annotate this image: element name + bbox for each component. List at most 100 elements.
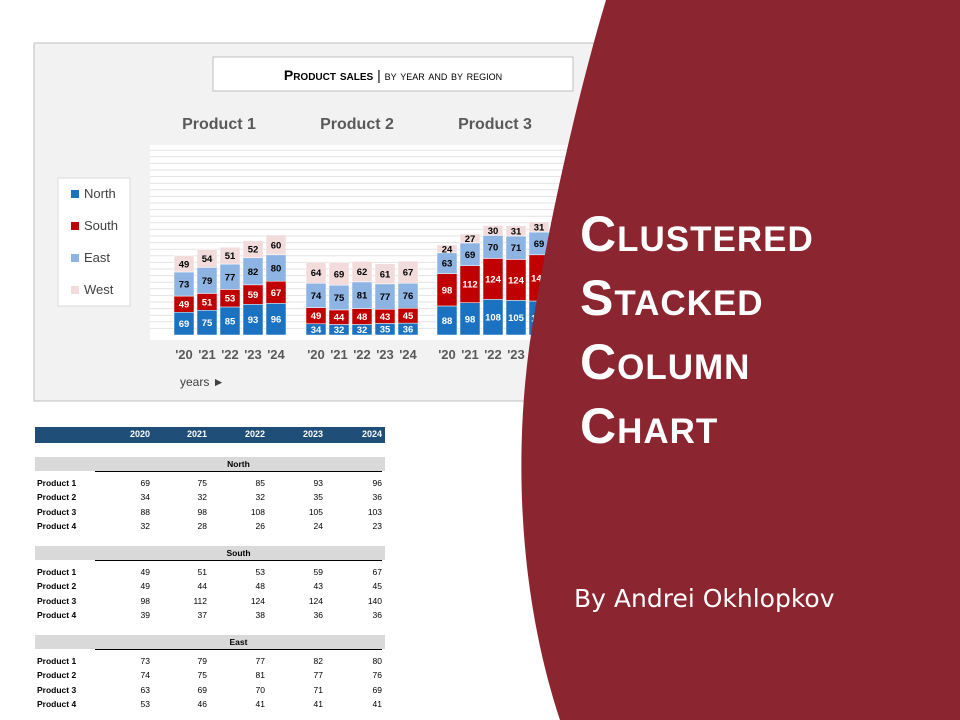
cell-value: 103 <box>367 506 382 517</box>
data-label: 98 <box>465 314 476 325</box>
table-row: Product 1 73 79 77 82 80 <box>35 655 385 669</box>
data-label: 76 <box>403 291 414 302</box>
x-axis-label: years ► <box>180 375 225 389</box>
cell-value: 88 <box>140 506 150 517</box>
cell-value: 93 <box>313 478 323 488</box>
group-label: Product 2 <box>320 116 394 133</box>
legend-item: North <box>84 186 116 201</box>
table-row: Product 3 88 98 108 105 103 <box>35 506 385 520</box>
cell-value: 105 <box>308 506 323 517</box>
chart-title-main: Product sales <box>284 67 374 83</box>
row-label: Product 2 <box>37 581 77 592</box>
x-tick-label: '22 <box>221 347 239 362</box>
table-row: Product 1 69 75 85 93 96 <box>35 477 385 491</box>
bar-segment <box>173 255 195 273</box>
x-tick-label: '23 <box>376 347 394 362</box>
cell-value: 73 <box>140 656 150 666</box>
data-label: 43 <box>380 312 391 323</box>
data-label: 60 <box>271 240 282 251</box>
row-label: Product 3 <box>37 506 77 517</box>
data-label: 48 <box>357 312 368 323</box>
data-label: 63 <box>442 259 453 270</box>
title-panel <box>521 0 960 720</box>
data-label: 62 <box>357 267 368 278</box>
cell-value: 43 <box>313 581 323 592</box>
bar-segment <box>219 246 241 265</box>
cell-value: 36 <box>372 610 382 621</box>
cell-value: 45 <box>372 581 382 592</box>
data-label: 80 <box>271 264 282 275</box>
x-tick-label: '20 <box>438 347 456 362</box>
data-label: 124 <box>485 274 502 285</box>
legend-item: South <box>84 218 118 233</box>
table-row: Product 1 49 51 53 59 67 <box>35 566 385 580</box>
cell-value: 28 <box>197 521 207 532</box>
cell-value: 112 <box>193 595 207 606</box>
data-label: 30 <box>488 226 499 237</box>
legend-swatch <box>71 286 79 294</box>
bar-segment <box>265 234 287 256</box>
cell-value: 82 <box>313 656 323 666</box>
section-rule <box>95 471 382 472</box>
data-label: 59 <box>248 290 259 301</box>
cell-value: 44 <box>197 581 207 592</box>
x-tick-label: '24 <box>267 347 285 362</box>
cell-value: 32 <box>140 521 150 532</box>
data-label: 49 <box>179 259 190 270</box>
section-title: South <box>226 548 251 558</box>
bar-segment <box>482 225 504 236</box>
data-label: 27 <box>465 234 476 245</box>
cell-value: 26 <box>255 521 265 532</box>
cell-value: 98 <box>140 595 150 606</box>
legend-swatch <box>71 190 79 198</box>
cell-value: 49 <box>140 581 150 592</box>
x-tick-label: '21 <box>198 347 216 362</box>
data-label: 52 <box>248 245 259 256</box>
data-label: 64 <box>311 268 322 279</box>
data-label: 32 <box>334 325 345 336</box>
bar-segment <box>505 225 527 237</box>
x-tick-label: '22 <box>353 347 371 362</box>
chart-title-separator: | <box>373 67 384 83</box>
x-tick-label: '21 <box>461 347 479 362</box>
bar-segment <box>196 249 218 268</box>
cell-value: 140 <box>367 595 382 606</box>
cell-value: 32 <box>255 492 265 503</box>
cell-value: 59 <box>313 567 323 577</box>
cell-value: 36 <box>313 610 323 621</box>
chart-title: Product sales | by year and by region <box>284 67 502 83</box>
data-label: 45 <box>403 311 414 322</box>
cell-value: 36 <box>372 492 382 503</box>
row-label: Product 4 <box>37 699 77 710</box>
bar-segment <box>374 263 396 285</box>
group-label: Product 1 <box>182 116 256 133</box>
x-tick-label: '24 <box>399 347 417 362</box>
slide-title: Clustered Stacked Column Chart <box>580 202 814 458</box>
group-labels: Product 1 Product 2 Product 3 <box>182 116 532 133</box>
data-label: 82 <box>248 267 259 278</box>
chart-title-box <box>212 56 574 92</box>
x-tick-label: '21 <box>330 347 348 362</box>
legend-item: East <box>84 250 110 265</box>
data-label: 93 <box>248 315 259 326</box>
bar-segment <box>397 260 419 284</box>
cell-value: 70 <box>255 684 265 695</box>
cell-value: 79 <box>197 656 207 666</box>
x-tick-label: '23 <box>244 347 262 362</box>
table-row: Product 2 49 44 48 43 45 <box>35 580 385 594</box>
cell-value: 23 <box>372 521 382 532</box>
author-credit: By Andrei Okhlopkov <box>574 584 835 613</box>
data-label: 49 <box>179 300 190 311</box>
data-label: 108 <box>485 313 501 324</box>
data-label: 36 <box>403 325 414 336</box>
table-row: Product 3 98 112 124 124 140 <box>35 595 385 609</box>
row-label: Product 3 <box>37 595 77 606</box>
data-label: 24 <box>442 244 453 255</box>
group-label: Product 3 <box>458 116 532 133</box>
data-label: 112 <box>462 280 477 291</box>
cell-value: 98 <box>197 506 207 517</box>
data-label: 85 <box>225 316 236 327</box>
data-label: 51 <box>202 297 213 308</box>
cell-value: 80 <box>372 656 382 666</box>
row-label: Product 1 <box>37 656 77 666</box>
